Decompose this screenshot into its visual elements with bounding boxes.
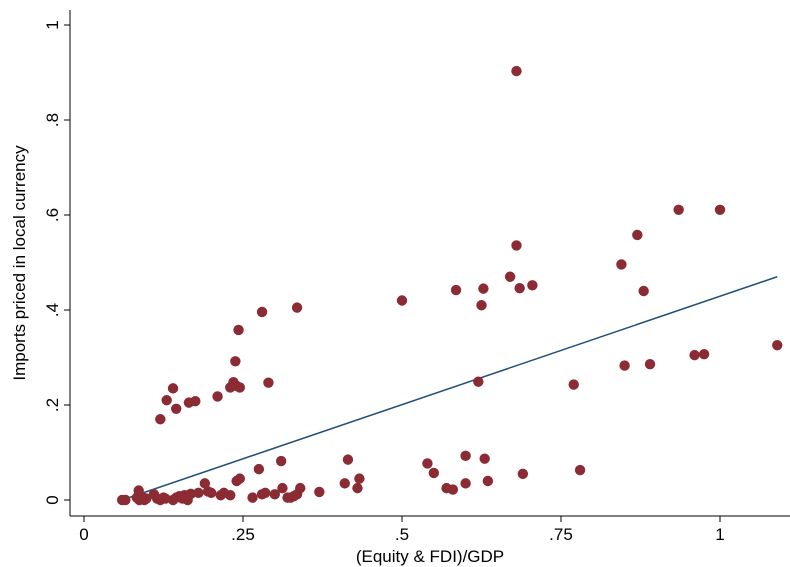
data-point — [450, 284, 462, 296]
data-point — [568, 379, 579, 390]
y-axis-title: Imports priced in local currency — [10, 145, 29, 381]
data-point — [511, 240, 522, 251]
data-point — [206, 487, 217, 499]
data-point — [291, 302, 303, 313]
data-point — [504, 271, 516, 282]
data-point — [199, 478, 211, 489]
data-point — [275, 455, 287, 467]
y-tick-label: .6 — [43, 208, 62, 222]
plot-background — [70, 10, 790, 516]
data-point — [354, 473, 365, 484]
data-point — [473, 376, 484, 387]
data-point — [772, 339, 783, 351]
data-point — [190, 396, 201, 407]
data-point — [234, 382, 246, 393]
data-point — [511, 65, 522, 77]
data-point — [619, 360, 630, 371]
data-point — [482, 475, 494, 487]
fit-line-layer — [121, 276, 778, 501]
points-layer — [116, 65, 783, 506]
data-point — [698, 348, 710, 360]
data-point — [616, 259, 627, 270]
data-point — [212, 391, 223, 402]
x-axis-title: (Equity & FDI)/GDP — [356, 547, 504, 566]
data-point — [167, 383, 179, 394]
data-point — [120, 494, 131, 506]
data-point — [171, 403, 182, 414]
data-point — [673, 204, 684, 215]
x-tick-label: .75 — [549, 525, 573, 544]
data-point — [339, 478, 350, 489]
x-tick-label: 1 — [715, 525, 724, 544]
data-point — [714, 204, 726, 215]
x-tick-label: .5 — [395, 525, 409, 544]
data-point — [689, 349, 700, 361]
data-point — [352, 482, 363, 494]
x-tick-label: 0 — [79, 525, 88, 544]
data-point — [295, 482, 306, 494]
axes-layer: 0 .2 .4 .6 .8 1 0 .25 .5 .75 1 — [43, 10, 790, 544]
data-point — [269, 489, 280, 500]
y-tick-label: .8 — [43, 113, 62, 127]
data-point — [263, 377, 274, 388]
data-point — [478, 283, 489, 294]
data-point — [574, 464, 586, 476]
data-point — [256, 306, 268, 318]
data-point — [155, 414, 166, 425]
fitted-line — [121, 276, 778, 501]
data-point — [460, 450, 471, 462]
data-point — [247, 492, 258, 503]
data-point — [422, 458, 433, 469]
data-point — [517, 468, 529, 480]
data-point — [253, 463, 265, 475]
data-point — [632, 229, 643, 241]
data-point — [277, 482, 288, 494]
data-point — [476, 300, 487, 311]
data-point — [234, 473, 246, 484]
data-point — [644, 358, 656, 370]
data-point — [161, 395, 172, 406]
data-point — [527, 280, 538, 291]
data-point — [479, 453, 490, 464]
data-point — [225, 490, 236, 501]
x-tick-label: .25 — [231, 525, 255, 544]
data-point — [342, 454, 354, 465]
data-point — [638, 285, 649, 297]
data-point — [396, 295, 408, 306]
data-point — [233, 324, 244, 336]
data-point — [447, 484, 459, 495]
data-point — [460, 478, 471, 489]
plot-area — [70, 10, 790, 516]
y-tick-label: .4 — [43, 303, 62, 317]
data-point — [428, 467, 439, 479]
data-point — [314, 486, 325, 498]
y-tick-label: 1 — [43, 20, 62, 29]
data-point — [185, 488, 197, 500]
data-point — [230, 356, 241, 367]
data-point — [260, 487, 271, 499]
data-point — [141, 493, 152, 504]
data-point — [514, 282, 525, 294]
y-tick-label: .2 — [43, 398, 62, 412]
y-tick-label: 0 — [43, 495, 62, 504]
data-point — [193, 487, 204, 499]
